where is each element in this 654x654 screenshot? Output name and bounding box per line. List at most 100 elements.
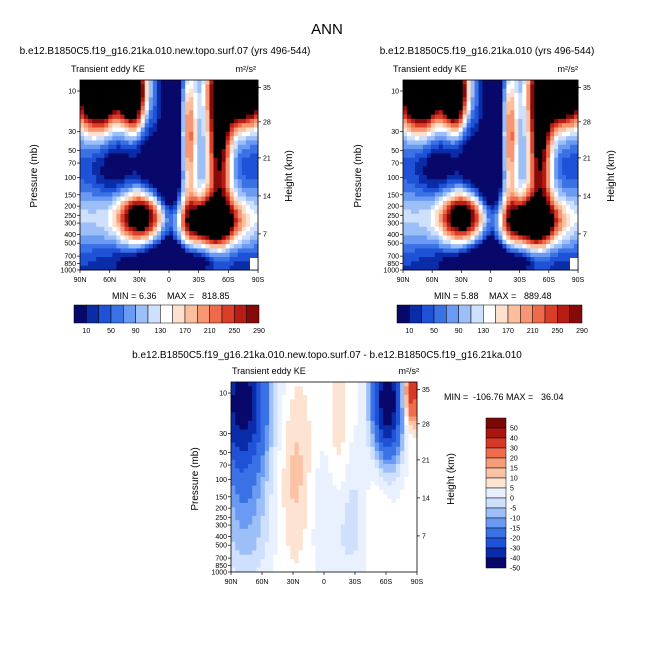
heatmap-cell [88, 118, 93, 124]
heatmap-cell [201, 209, 206, 215]
heatmap-cell [253, 244, 259, 249]
heatmap-cell [362, 390, 367, 396]
heatmap-cell [148, 244, 154, 249]
heatmap-cell [88, 136, 93, 141]
heatmap-cell [84, 235, 89, 241]
heatmap-cell [498, 123, 503, 128]
heatmap-cell [156, 179, 162, 185]
heatmap-cell [506, 222, 511, 228]
heatmap-cell [349, 425, 355, 430]
heatmap-cell [221, 105, 227, 111]
heatmap-cell [546, 179, 551, 185]
heatmap-cell [189, 110, 194, 116]
heatmap-cell [387, 386, 393, 392]
x-tick-label: 0 [167, 277, 171, 284]
heatmap-cell [395, 468, 401, 474]
heatmap-cell [434, 244, 440, 249]
heatmap-cell [128, 209, 134, 215]
heatmap-cell [514, 157, 519, 163]
heatmap-cell [470, 88, 476, 94]
heatmap-cell [197, 239, 202, 245]
heatmap-cell [217, 157, 223, 163]
heatmap-cell [269, 446, 274, 452]
heatmap-cell [96, 101, 101, 107]
heatmap-cell [209, 200, 214, 206]
y2-tick-label: 35 [583, 85, 591, 92]
panel-left-min-value: 6.36 [139, 291, 157, 301]
heatmap-cell [148, 248, 154, 254]
heatmap-cell [482, 153, 488, 159]
heatmap-cell [124, 144, 130, 150]
heatmap-cell [490, 166, 495, 172]
heatmap-cell [446, 153, 452, 159]
heatmap-cell [374, 399, 380, 405]
heatmap-cell [506, 265, 511, 271]
heatmap-cell [470, 162, 476, 167]
heatmap-cell [132, 196, 138, 202]
heatmap-cell [173, 179, 178, 185]
heatmap-cell [225, 114, 231, 120]
heatmap-cell [395, 390, 401, 396]
heatmap-cell [387, 412, 393, 418]
heatmap-cell [88, 105, 93, 111]
heatmap-cell [446, 166, 452, 172]
heatmap-cell [160, 200, 166, 206]
heatmap-cell [205, 80, 210, 85]
heatmap-cell [269, 420, 274, 426]
heatmap-cell [403, 252, 408, 258]
heatmap-cell [395, 425, 401, 430]
heatmap-cell [418, 162, 424, 167]
heatmap-cell [522, 131, 527, 137]
heatmap-cell [221, 248, 227, 254]
heatmap-cell [104, 166, 109, 172]
heatmap-cell [128, 118, 134, 124]
heatmap-cell [233, 239, 239, 245]
heatmap-cell [104, 136, 109, 141]
heatmap-cell [562, 187, 567, 193]
heatmap-cell [490, 131, 495, 137]
heatmap-cell [542, 162, 547, 167]
heatmap-cell [362, 468, 367, 474]
heatmap-cell [486, 187, 491, 193]
heatmap-cell [201, 162, 206, 167]
heatmap-cell [221, 196, 227, 202]
heatmap-cell [164, 144, 170, 150]
heatmap-cell [311, 390, 317, 396]
heatmap-cell [112, 97, 117, 103]
heatmap-cell [112, 209, 117, 215]
heatmap-cell [152, 248, 158, 254]
heatmap-cell [290, 403, 295, 409]
heatmap-cell [486, 88, 491, 94]
x-tick-label: 30N [455, 277, 468, 284]
heatmap-cell [319, 433, 325, 439]
heatmap-cell [538, 84, 543, 90]
heatmap-cell [490, 192, 495, 198]
heatmap-cell [108, 222, 113, 228]
heatmap-cell [502, 179, 507, 185]
heatmap-cell [281, 390, 287, 396]
heatmap-cell [498, 226, 503, 232]
heatmap-cell [522, 213, 527, 219]
heatmap-cell [217, 131, 223, 137]
heatmap-cell [478, 213, 484, 219]
heatmap-cell [260, 416, 266, 422]
heatmap-cell [229, 123, 235, 128]
heatmap-cell [426, 265, 432, 271]
heatmap-cell [233, 131, 239, 137]
heatmap-cell [470, 157, 476, 163]
heatmap-cell [235, 412, 240, 418]
heatmap-cell [391, 429, 397, 435]
heatmap-cell [426, 136, 432, 141]
heatmap-cell [205, 175, 210, 180]
heatmap-cell [550, 92, 555, 98]
heatmap-cell [173, 97, 178, 103]
heatmap-cell [124, 101, 130, 107]
heatmap-cell [442, 265, 448, 271]
heatmap-cell [253, 162, 259, 167]
heatmap-cell [116, 105, 121, 111]
heatmap-cell [241, 196, 247, 202]
heatmap-cell [225, 140, 231, 146]
heatmap-cell [530, 88, 535, 94]
heatmap-cell [112, 175, 117, 180]
heatmap-cell [454, 140, 460, 146]
